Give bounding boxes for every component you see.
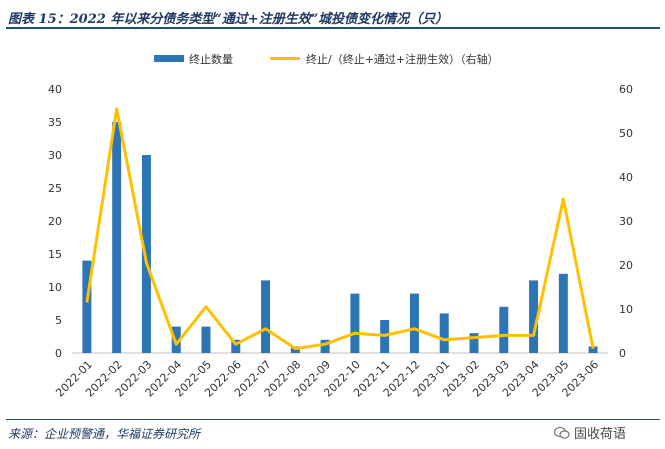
legend-bar-label: 终止数量 — [189, 52, 233, 66]
left-axis-tick-label: 5 — [55, 314, 62, 327]
bar — [201, 326, 211, 353]
bar — [499, 306, 509, 353]
bar — [350, 293, 360, 353]
right-axis-tick-label: 50 — [619, 127, 633, 140]
right-axis-tick-label: 10 — [619, 303, 633, 316]
left-axis: 0 5 10 15 20 25 30 35 40 — [48, 83, 62, 360]
x-axis: 2022-012022-022022-032022-042022-052022-… — [53, 358, 601, 400]
bar — [320, 339, 330, 353]
right-axis-tick-label: 0 — [619, 347, 626, 360]
left-axis-tick-label: 10 — [48, 281, 62, 294]
left-axis-tick-label: 15 — [48, 248, 62, 261]
bar — [141, 155, 151, 353]
right-axis-tick-label: 30 — [619, 215, 633, 228]
bar — [231, 339, 241, 353]
right-axis-tick-label: 20 — [619, 259, 633, 272]
ratio-line — [85, 107, 595, 351]
footer-divider — [6, 419, 660, 420]
wechat-icon — [554, 426, 570, 439]
source-note: 来源：企业预警通，华福证券研究所 — [8, 427, 201, 441]
chart-title: 图表 15：2022 年以来分债务类型“通过+注册生效”城投债变化情况（只） — [8, 12, 449, 27]
bar — [82, 260, 92, 353]
legend-line-label: 终止/（终止+通过+注册生效）（右轴） — [306, 52, 499, 66]
left-axis-tick-label: 25 — [48, 182, 62, 195]
line-series — [85, 107, 595, 351]
right-axis-tick-label: 40 — [619, 171, 633, 184]
left-axis-tick-label: 20 — [48, 215, 62, 228]
watermark: 固收荷语 — [554, 423, 626, 442]
bar — [469, 333, 479, 353]
bar — [439, 313, 449, 353]
legend: 终止数量 终止/（终止+通过+注册生效）（右轴） — [154, 52, 499, 66]
bar — [112, 122, 122, 353]
bar — [558, 273, 568, 353]
bar — [529, 280, 539, 353]
watermark-text: 固收荷语 — [574, 427, 627, 442]
right-axis-tick-label: 60 — [619, 83, 633, 96]
left-axis-tick-label: 35 — [48, 116, 62, 129]
title-divider — [6, 27, 660, 29]
left-axis-tick-label: 40 — [48, 83, 62, 96]
bar — [171, 326, 181, 353]
bar — [409, 293, 419, 353]
bar — [261, 280, 271, 353]
right-axis: 0 10 20 30 40 50 60 — [619, 83, 633, 360]
legend-bar-swatch — [154, 55, 184, 62]
left-axis-tick-label: 30 — [48, 149, 62, 162]
left-axis-tick-label: 0 — [55, 347, 62, 360]
bar-series — [82, 122, 598, 353]
bar — [588, 346, 598, 353]
